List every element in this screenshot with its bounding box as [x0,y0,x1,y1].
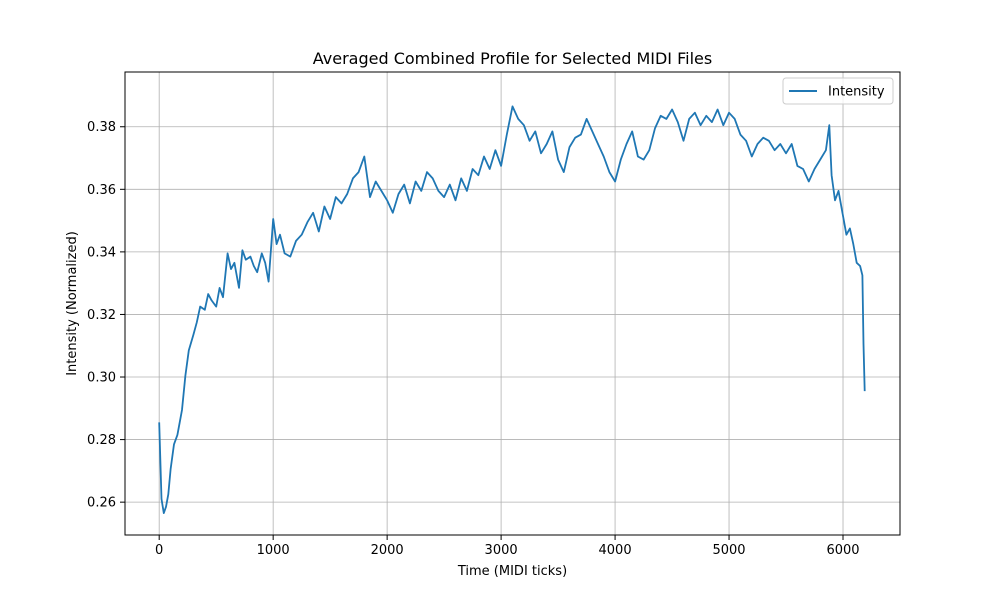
y-axis: 0.26 0.28 0.30 0.32 0.34 0.36 0.38 [87,120,125,511]
x-tick-label: 0 [155,543,163,558]
y-tick-label: 0.30 [87,371,116,386]
legend-box [782,77,894,105]
y-tick-label: 0.34 [87,245,116,260]
plot-frame [124,71,901,536]
y-tick-label: 0.32 [87,308,116,323]
x-tick-label: 6000 [826,543,859,558]
x-tick-label: 2000 [371,543,404,558]
x-tick-label: 5000 [712,543,745,558]
y-tick-label: 0.36 [87,183,116,198]
series-line-0 [158,105,866,514]
x-tick-label: 4000 [599,543,632,558]
y-tick-label: 0.38 [87,120,116,135]
x-axis: 0 1000 2000 3000 4000 5000 6000 [155,535,860,558]
y-tick-label: 0.28 [87,433,116,448]
x-tick-label: 1000 [257,543,290,558]
series-layer [158,105,866,514]
x-axis-label: Time (MIDI ticks) [457,564,567,579]
y-tick-label: 0.26 [87,496,116,511]
legend-label: Intensity [828,85,885,100]
y-axis-label: Intensity (Normalized) [65,231,80,376]
legend: Intensity [782,77,894,105]
grid-lines [125,72,900,535]
x-tick-label: 3000 [485,543,518,558]
chart-title: Averaged Combined Profile for Selected M… [313,49,712,68]
